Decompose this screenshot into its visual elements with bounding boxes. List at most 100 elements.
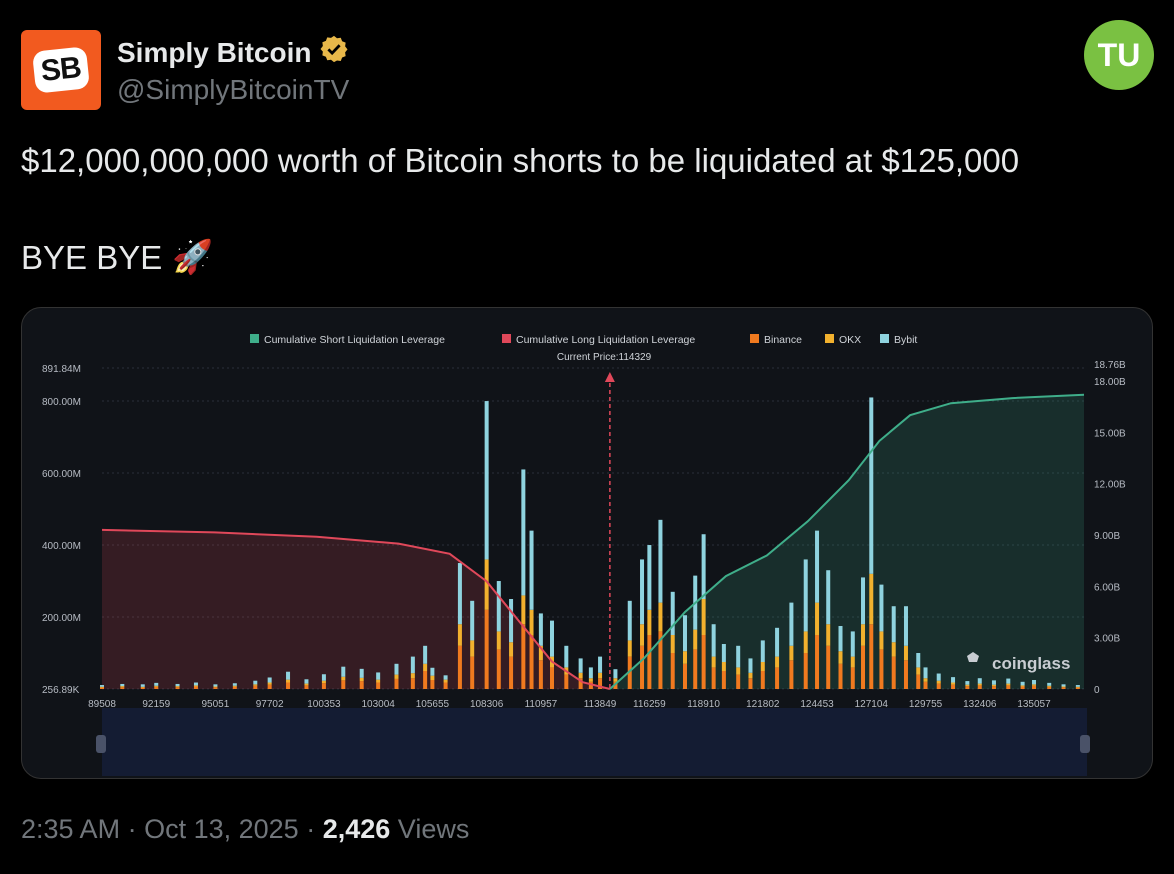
x-tick-label: 95051: [202, 699, 230, 710]
bar-okx: [903, 645, 908, 661]
x-tick-label: 118910: [687, 699, 720, 710]
tweet-text-line2-row: BYE BYE 🚀: [21, 238, 213, 277]
range-slider-right-handle[interactable]: [1080, 735, 1090, 753]
bar-okx: [1047, 685, 1052, 687]
author-handle[interactable]: @SimplyBitcoinTV: [117, 74, 350, 105]
author-name-row[interactable]: Simply Bitcoin: [117, 34, 349, 71]
x-tick-label: 110957: [525, 699, 558, 710]
bar-bybit: [443, 675, 448, 680]
avatar[interactable]: SB: [21, 30, 101, 110]
bar-bybit: [267, 677, 272, 683]
current-price-annotation: Current Price:114329: [557, 352, 652, 363]
x-tick-label: 103004: [361, 699, 395, 710]
bar-okx: [423, 663, 428, 672]
cumulative-long-line: [101, 528, 611, 690]
y-axis-left: 256.89K 200.00M 400.00M 600.00M 800.00M 891.8…: [42, 364, 81, 696]
cumulative-lines: [101, 393, 1085, 690]
tweet-meta: 2:35 AM · Oct 13, 2025 · 2,426 Views: [21, 814, 469, 845]
range-slider-track[interactable]: [102, 708, 1087, 776]
bar-binance: [748, 678, 753, 689]
y-axis-right: 0 3.00B 6.00B 9.00B 12.00B 15.00B 18.00B 18.76B: [1094, 360, 1126, 696]
bar-bybit: [977, 678, 982, 684]
y-right-tick-label: 18.00B: [1094, 377, 1126, 388]
legend-label-4: Bybit: [894, 334, 917, 346]
bar-okx: [701, 599, 706, 636]
long-area: [102, 529, 610, 689]
y-right-tick-label: 0: [1094, 685, 1100, 696]
bar-okx: [430, 675, 435, 681]
bar-binance: [521, 624, 526, 689]
bar-okx: [443, 679, 448, 683]
bar-bybit: [140, 684, 145, 687]
bar-binance: [627, 656, 632, 689]
bar-bybit: [598, 656, 603, 673]
tradingview-tu-logo: TU: [1084, 20, 1154, 90]
bar-bybit: [341, 666, 346, 677]
bar-okx: [627, 640, 632, 657]
bar-okx: [496, 631, 501, 650]
y-left-tick-label: 800.00M: [42, 397, 81, 408]
bar-binance: [410, 678, 415, 689]
tweet-date[interactable]: Oct 13, 2025: [144, 814, 299, 844]
bar-bybit: [410, 656, 415, 674]
bar-bybit: [1047, 682, 1052, 686]
cumulative-areas: [102, 394, 1084, 689]
bar-binance: [376, 682, 381, 689]
liquidation-chart: Cumulative Short Liquidation Leverage Cum…: [42, 334, 1126, 776]
bar-okx: [923, 678, 928, 682]
bar-okx: [891, 642, 896, 657]
bar-okx: [267, 682, 272, 685]
bar-binance: [1061, 687, 1066, 689]
bar-binance: [359, 681, 364, 689]
legend-swatch-4: [880, 334, 889, 343]
bar-okx: [736, 667, 741, 675]
bar-binance: [470, 656, 475, 689]
tweet-media-chart[interactable]: Cumulative Short Liquidation Leverage Cum…: [21, 307, 1153, 779]
bar-bybit: [640, 559, 645, 625]
bar-okx: [682, 651, 687, 664]
bar-bybit: [175, 683, 180, 687]
bar-binance: [879, 649, 884, 689]
short-area: [609, 394, 1084, 689]
tweet-time[interactable]: 2:35 AM: [21, 814, 121, 844]
y-left-tick-label: 600.00M: [42, 469, 81, 480]
bar-binance: [693, 649, 698, 689]
bar-okx: [613, 678, 618, 682]
bar-binance: [232, 686, 237, 689]
legend-swatch-2: [750, 334, 759, 343]
bar-binance: [789, 660, 794, 689]
bar-binance: [286, 682, 291, 689]
bar-binance: [1020, 686, 1025, 689]
bar-okx: [193, 685, 198, 687]
bar-bybit: [213, 684, 218, 687]
legend-label-3: OKX: [839, 334, 861, 346]
bar-okx: [760, 662, 765, 672]
bar-okx: [100, 686, 104, 688]
bar-okx: [394, 674, 399, 679]
bar-bybit: [879, 584, 884, 632]
bar-okx: [936, 680, 941, 684]
bar-bybit: [991, 680, 996, 685]
watermark-text: coinglass: [992, 654, 1070, 673]
bar-bybit: [903, 606, 908, 646]
bar-okx: [376, 679, 381, 683]
bar-bybit: [869, 397, 874, 574]
bar-okx: [951, 682, 956, 685]
bar-binance: [640, 645, 645, 689]
bar-okx: [826, 624, 831, 646]
chart-legend: Cumulative Short Liquidation Leverage Cum…: [250, 334, 917, 346]
bar-bybit: [120, 683, 125, 687]
bar-binance: [670, 653, 675, 689]
bar-okx: [529, 609, 534, 636]
range-slider-left-handle[interactable]: [96, 735, 106, 753]
bar-bybit: [951, 677, 956, 683]
bar-okx: [916, 667, 921, 675]
bar-bybit: [529, 530, 534, 610]
bar-okx: [658, 602, 663, 632]
y-left-tick-label: 200.00M: [42, 613, 81, 624]
bar-bybit: [509, 599, 514, 643]
author-name[interactable]: Simply Bitcoin: [117, 36, 312, 68]
y-right-tick-label: 18.76B: [1094, 360, 1126, 371]
coinglass-logo-icon: [967, 652, 979, 662]
bar-okx: [538, 645, 543, 661]
